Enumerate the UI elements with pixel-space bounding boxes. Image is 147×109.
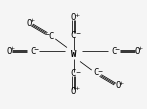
- Text: −: −: [45, 31, 50, 36]
- Text: +: +: [75, 13, 80, 18]
- Text: −: −: [75, 31, 81, 35]
- Text: C: C: [71, 31, 76, 40]
- Text: W: W: [71, 50, 76, 59]
- Text: O: O: [71, 87, 76, 96]
- Text: +: +: [118, 81, 124, 86]
- Text: +: +: [138, 46, 143, 51]
- Text: −: −: [115, 46, 120, 51]
- Text: −: −: [33, 46, 38, 51]
- Text: C: C: [30, 47, 35, 56]
- Text: −: −: [97, 68, 102, 73]
- Text: O: O: [135, 47, 140, 56]
- Text: O: O: [115, 81, 121, 90]
- Text: C: C: [93, 68, 99, 77]
- Text: −: −: [75, 69, 81, 74]
- Text: O: O: [7, 47, 12, 56]
- Text: +: +: [30, 18, 35, 23]
- Text: +: +: [9, 46, 15, 51]
- Text: O: O: [26, 19, 32, 28]
- Text: +: +: [75, 86, 80, 91]
- Text: C: C: [71, 69, 76, 78]
- Text: C: C: [48, 32, 54, 41]
- Text: C: C: [112, 47, 117, 56]
- Text: O: O: [71, 13, 76, 22]
